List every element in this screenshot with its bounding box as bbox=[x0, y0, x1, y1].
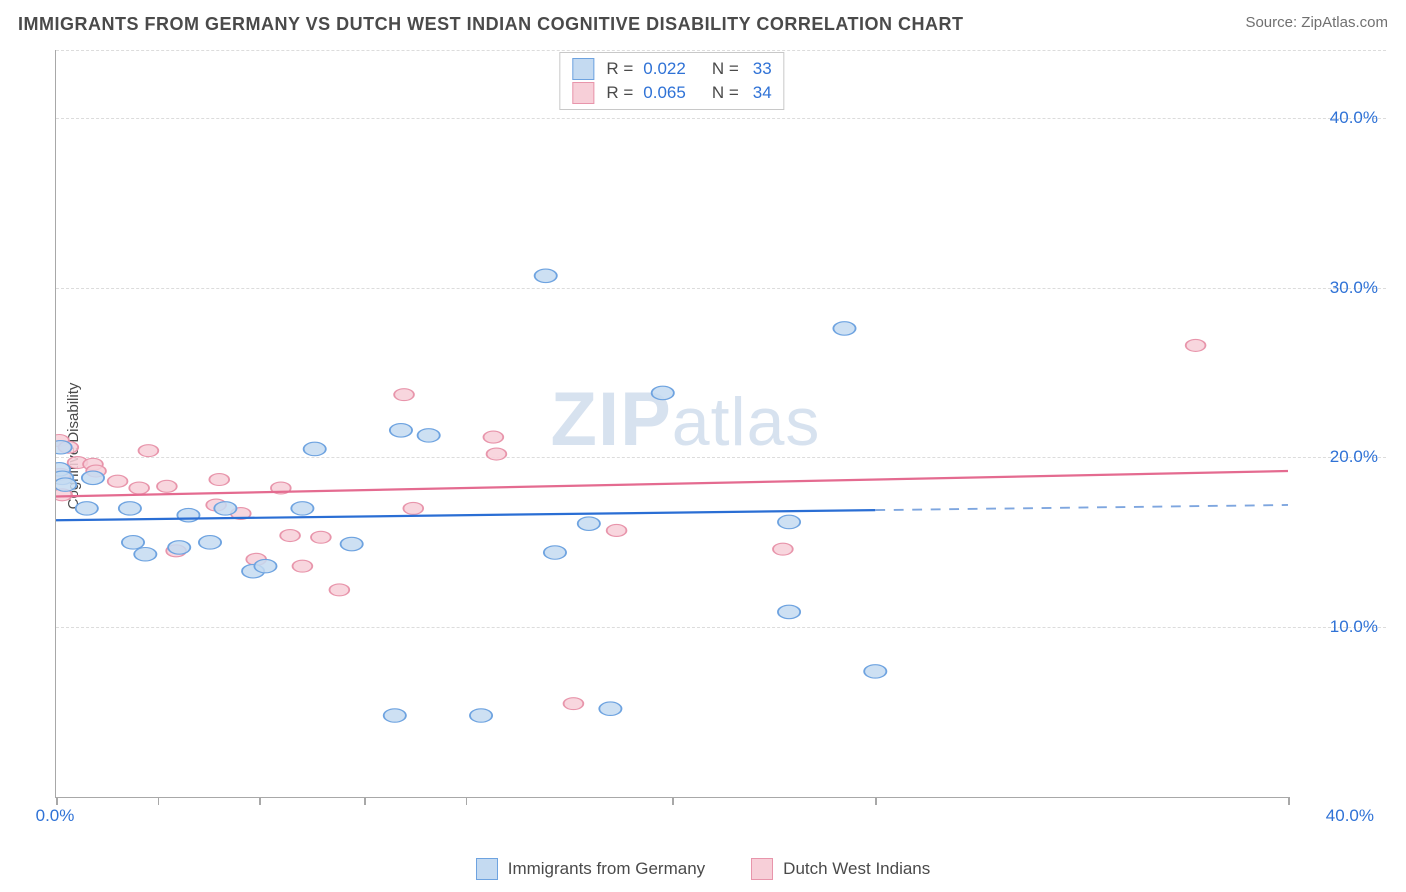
bottom-legend-dutch: Dutch West Indians bbox=[751, 858, 930, 880]
bottom-legend-germany: Immigrants from Germany bbox=[476, 858, 705, 880]
x-tick-label-right: 40.0% bbox=[1326, 806, 1374, 826]
swatch-dutch bbox=[572, 82, 594, 104]
plot-area: ZIPatlas R = 0.022 N = 33 R = 0.065 N = … bbox=[55, 50, 1288, 798]
swatch-dutch-bottom bbox=[751, 858, 773, 880]
y-tick-label: 10.0% bbox=[1296, 617, 1378, 637]
source-label: Source: ZipAtlas.com bbox=[1245, 14, 1388, 31]
scatter-svg bbox=[56, 50, 1288, 797]
y-tick-label: 40.0% bbox=[1296, 108, 1378, 128]
swatch-germany-bottom bbox=[476, 858, 498, 880]
y-tick-label: 30.0% bbox=[1296, 278, 1378, 298]
bottom-legend: Immigrants from Germany Dutch West India… bbox=[0, 858, 1406, 880]
legend-row-dutch: R = 0.065 N = 34 bbox=[572, 81, 771, 105]
y-tick-label: 20.0% bbox=[1296, 447, 1378, 467]
legend-row-germany: R = 0.022 N = 33 bbox=[572, 57, 771, 81]
swatch-germany bbox=[572, 58, 594, 80]
legend-box: R = 0.022 N = 33 R = 0.065 N = 34 bbox=[559, 52, 784, 110]
x-tick-label-left: 0.0% bbox=[36, 806, 75, 826]
chart-title: IMMIGRANTS FROM GERMANY VS DUTCH WEST IN… bbox=[18, 14, 964, 35]
plot-container: ZIPatlas R = 0.022 N = 33 R = 0.065 N = … bbox=[45, 50, 1386, 820]
